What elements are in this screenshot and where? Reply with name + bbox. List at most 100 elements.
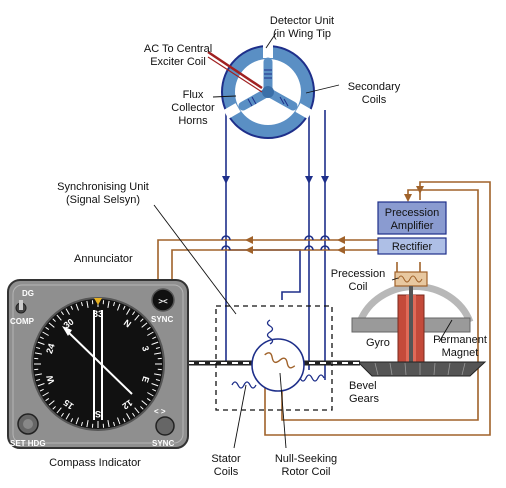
precession-coil [394, 271, 428, 287]
arrow-down-left [222, 176, 230, 184]
sync-unit-label-1: Synchronising Unit [57, 181, 149, 193]
compass-tick [56, 407, 62, 414]
null-seeking-label-2: Rotor Coil [282, 466, 331, 478]
flux-label-3: Horns [178, 115, 208, 127]
set-hdg-knob-center[interactable] [23, 419, 33, 429]
compass-tick [132, 311, 136, 316]
central-coil [262, 86, 274, 98]
compass-card-numbers: 33 N 3 E 12 S 15 W 24 30 [44, 309, 151, 419]
detector-unit-label-1: Detector Unit [270, 15, 334, 27]
compass-tick [70, 418, 74, 423]
brown-wire-arrows [245, 186, 424, 254]
compass-tick [34, 352, 42, 355]
compass-tick [39, 388, 44, 392]
compass-tick [70, 305, 74, 310]
compass-tick [117, 303, 121, 311]
compass-tick [37, 383, 45, 387]
null-seeking-rotor-coil [264, 352, 296, 369]
compass-tick [36, 379, 41, 382]
comp-label: COMP [10, 317, 35, 326]
brown-arrow-3 [337, 236, 345, 244]
amplifier-block: Precession Amplifier Rectifier [377, 201, 447, 255]
compass-tick [155, 346, 160, 349]
compass-tick [146, 326, 151, 330]
compass-tick [141, 322, 148, 328]
secondary-coils-label-1: Secondary [348, 81, 401, 93]
brown-wires [157, 181, 491, 436]
compass-card-number: N [122, 318, 133, 330]
ring-gap [263, 44, 273, 58]
stator-coil-left [231, 381, 257, 389]
ring-gap [295, 103, 313, 119]
crossover [320, 245, 330, 251]
compass-tick [60, 412, 64, 417]
blue-wire-arrows [222, 176, 329, 184]
flux-label-1: Flux [183, 89, 204, 101]
compass-tick [113, 302, 116, 307]
compass-tick [154, 373, 162, 376]
compass-tick [126, 413, 131, 420]
compass-card-number: 3 [140, 345, 151, 353]
rectifier-box [377, 237, 447, 255]
tooth [374, 362, 379, 376]
crossover [304, 245, 314, 251]
labels: Detector Unit (in Wing Tip AC To Central… [49, 15, 487, 478]
bevel-gears-label-1: Bevel [349, 380, 377, 392]
compass-tick [60, 311, 64, 316]
stator-coils-label-2: Coils [214, 466, 239, 478]
compass-tick [48, 400, 55, 406]
compass-card-number: S [95, 409, 101, 419]
leader-stator [233, 384, 247, 449]
stator-coil-right [299, 374, 325, 382]
secondary-coils-label-2: Coils [362, 94, 387, 106]
stator-coils-label-1: Stator [211, 453, 241, 465]
compass-tick [107, 300, 110, 308]
brown-arrow-5 [404, 194, 412, 202]
tooth [461, 362, 466, 376]
dg-comp-switch-lever[interactable] [19, 300, 23, 310]
sync-unit-boundary [215, 305, 333, 411]
compass-tick [147, 392, 154, 397]
compass-tick [155, 379, 160, 382]
precession-coil-label-1: Precession [331, 268, 385, 280]
compass-tick [65, 308, 70, 315]
permanent-magnet-label-1: Permanent [433, 334, 487, 346]
synchronising-unit [215, 305, 333, 411]
stator-coil-top [266, 319, 274, 345]
brown-arrow-6 [416, 186, 424, 194]
compass-card-number: 33 [93, 309, 103, 319]
compass-card-number: 30 [62, 317, 76, 331]
annunciator-label: Annunciator [74, 253, 133, 265]
bevel-gears-label-2: Gears [349, 393, 379, 405]
compass-card-number: W [44, 373, 56, 385]
blue-wire-rotor [228, 249, 301, 300]
compass-tick [146, 398, 151, 402]
ac-input-wire [207, 50, 263, 90]
compass-tick [132, 412, 136, 417]
tooth [433, 362, 436, 376]
heading-pointer-tip [62, 326, 72, 336]
secondary-coils [247, 69, 289, 107]
rotor-circle [251, 338, 305, 392]
compass-tick [42, 392, 49, 397]
compass-tick [56, 314, 62, 321]
compass-card-number: 24 [44, 342, 57, 355]
leader-magnet [438, 319, 453, 343]
gyro-label: Gyro [366, 337, 390, 349]
crossover [320, 235, 330, 241]
coil-turn [279, 96, 285, 105]
compass-tick [152, 336, 157, 340]
coil-turn [247, 98, 253, 107]
compass-tick [140, 406, 144, 410]
compass-tick [45, 398, 50, 402]
gyro-shaft [409, 286, 413, 376]
tooth [404, 362, 407, 376]
sync-knob[interactable] [155, 416, 175, 436]
compass-tick [34, 373, 42, 376]
precession-amplifier-label-2: Amplifier [391, 220, 434, 232]
ring-gap [223, 103, 241, 119]
annunciator-symbol: >< [158, 297, 168, 306]
precession-amplifier-label-1: Precession [385, 207, 439, 219]
